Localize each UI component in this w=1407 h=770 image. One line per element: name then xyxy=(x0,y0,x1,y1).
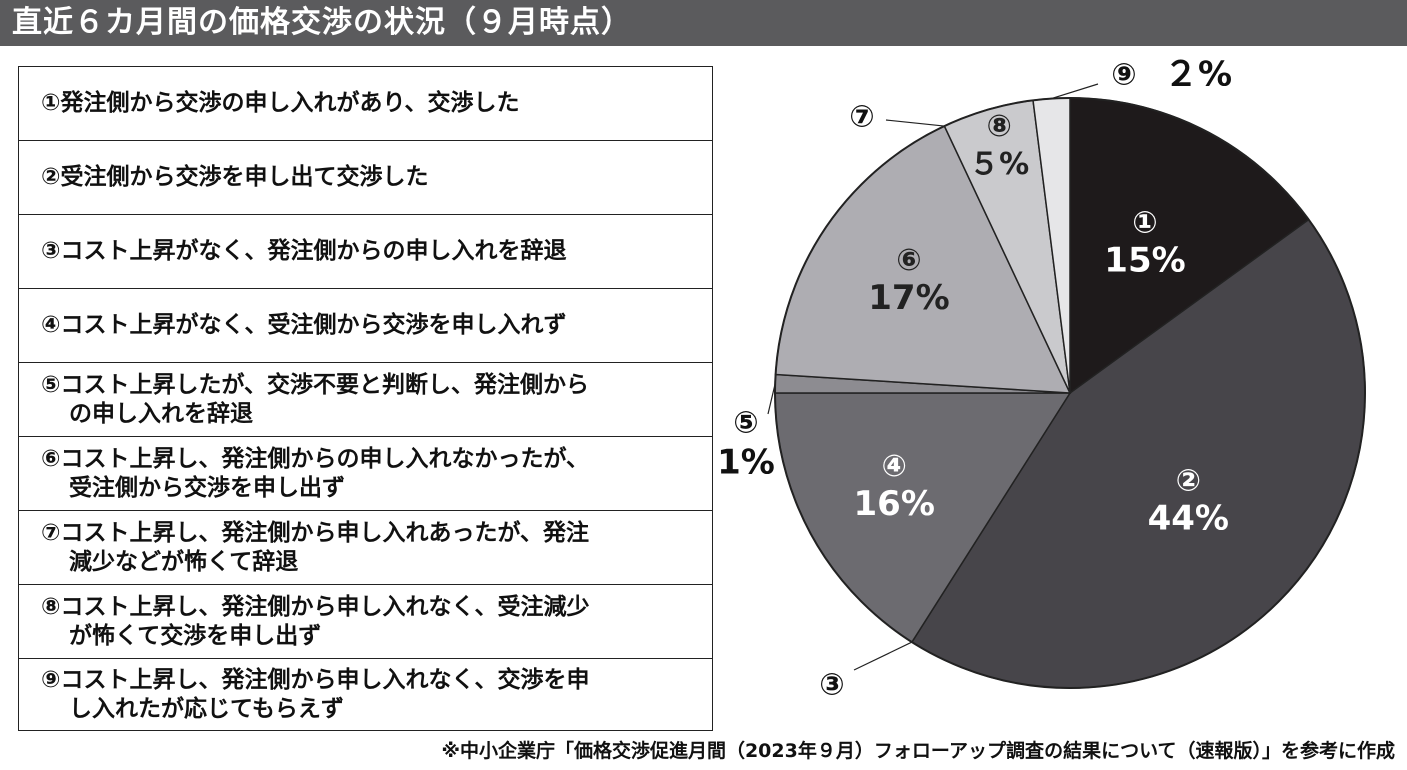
legend-text: ②受注側から交渉を申し出て交渉した xyxy=(41,164,429,190)
legend-row: ⑥コスト上昇し、発注側からの申し入れなかったが、 受注側から交渉を申し出ず xyxy=(19,437,712,511)
slice-value-label: 17% xyxy=(868,278,949,318)
legend-text: ⑥コスト上昇し、発注側からの申し入れなかったが、 受注側から交渉を申し出ず xyxy=(41,445,590,501)
leader-line xyxy=(767,383,776,415)
leader-line xyxy=(885,119,945,127)
legend-row: ⑧コスト上昇し、発注側から申し入れなく、受注減少 が怖くて交渉を申し出ず xyxy=(19,585,712,659)
leader-line xyxy=(1051,83,1099,100)
legend-row: ④コスト上昇がなく、受注側から交渉を申し入れず xyxy=(19,289,712,363)
legend-text: ⑦コスト上昇し、発注側から申し入れあったが、発注 減少などが怖くて辞退 xyxy=(41,519,590,575)
legend-row: ⑦コスト上昇し、発注側から申し入れあったが、発注 減少などが怖くて辞退 xyxy=(19,511,712,585)
slice-marker: ⑥ xyxy=(896,243,921,278)
slice-marker: ④ xyxy=(882,449,907,484)
legend-row: ⑨コスト上昇し、発注側から申し入れなく、交渉を申 し入れたが応じてもらえず xyxy=(19,659,712,730)
legend-text: ⑨コスト上昇し、発注側から申し入れなく、交渉を申 し入れたが応じてもらえず xyxy=(41,666,590,722)
legend-text: ⑤コスト上昇したが、交渉不要と判断し、発注側から の申し入れを辞退 xyxy=(41,371,590,427)
slice-value-label: 1% xyxy=(717,443,775,483)
legend-box: ①発注側から交渉の申し入れがあり、交渉した ②受注側から交渉を申し出て交渉した ③コ… xyxy=(18,66,713,731)
slice-value-label: ２% xyxy=(1164,55,1232,95)
slice-value-label: 44% xyxy=(1148,499,1229,539)
pie-border xyxy=(774,97,1366,689)
chart-title: 直近６カ月間の価格交渉の状況（９月時点） xyxy=(12,5,632,40)
slice-marker: ⑤ xyxy=(733,406,758,441)
legend-text: ③コスト上昇がなく、発注側からの申し入れを辞退 xyxy=(41,238,567,264)
legend-row: ⑤コスト上昇したが、交渉不要と判断し、発注側から の申し入れを辞退 xyxy=(19,363,712,437)
source-footnote: ※中小企業庁「価格交渉促進月間（2023年９月）フォローアップ調査の結果について… xyxy=(441,740,1395,762)
slice-marker: ① xyxy=(1132,205,1157,240)
slice-marker: ② xyxy=(1176,464,1201,499)
legend-text: ⑧コスト上昇し、発注側から申し入れなく、受注減少 が怖くて交渉を申し出ず xyxy=(41,593,590,649)
slice-marker: ⑦ xyxy=(849,100,874,135)
slice-marker: ⑨ xyxy=(1111,58,1136,93)
slice-value-label: ５% xyxy=(969,147,1029,182)
legend-row: ②受注側から交渉を申し出て交渉した xyxy=(19,141,712,215)
legend-text: ④コスト上昇がなく、受注側から交渉を申し入れず xyxy=(41,312,567,338)
legend-row: ③コスト上昇がなく、発注側からの申し入れを辞退 xyxy=(19,215,712,289)
slice-value-label: 15% xyxy=(1104,240,1185,280)
title-bar: 直近６カ月間の価格交渉の状況（９月時点） xyxy=(0,0,1407,46)
slice-marker: ③ xyxy=(819,668,844,703)
legend-row: ①発注側から交渉の申し入れがあり、交渉した xyxy=(19,67,712,141)
slice-marker: ⑧ xyxy=(987,109,1012,144)
slice-value-label: 16% xyxy=(854,484,935,524)
leader-line xyxy=(853,641,913,671)
legend-text: ①発注側から交渉の申し入れがあり、交渉した xyxy=(41,90,520,116)
